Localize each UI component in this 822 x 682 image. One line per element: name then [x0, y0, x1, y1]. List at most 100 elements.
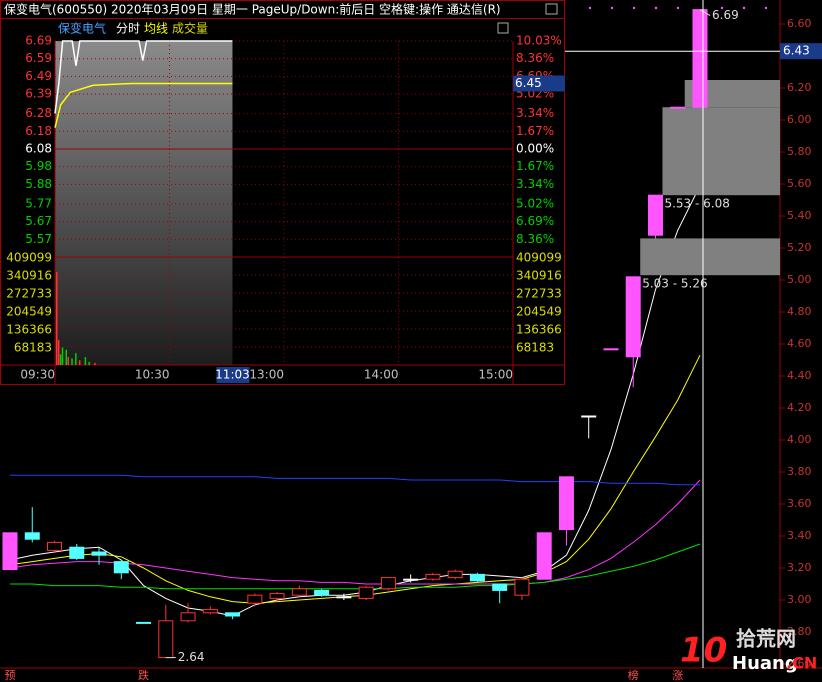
candle-marker: 预	[5, 669, 16, 682]
stock-name: 保变电气	[58, 21, 106, 36]
y-tick-label: 3.80	[787, 465, 812, 478]
y-tick-label: 2.60	[787, 657, 812, 670]
volume-tick-label: 409099	[516, 251, 562, 265]
watermark-site: Huang	[732, 653, 798, 674]
volume-tick-label: 340916	[516, 268, 562, 282]
x-tick-label: 09:30	[20, 368, 55, 382]
window-title: 保变电气(600550) 2020年03月09日 星期一 PageUp/Down…	[4, 2, 501, 17]
candle-body	[180, 612, 196, 622]
pct-label: 5.02%	[516, 196, 554, 210]
y-tick-label: 6.69	[25, 34, 52, 48]
x-tick-label: 13:00	[249, 368, 284, 382]
moving-average	[10, 543, 701, 590]
moving-average	[10, 474, 700, 486]
candle-body	[2, 532, 18, 571]
top-dots	[588, 6, 768, 10]
volume-bar	[75, 353, 77, 365]
candle-body	[514, 578, 530, 596]
y-tick-label: 6.60	[787, 17, 812, 30]
candle-body	[113, 561, 129, 574]
y-tick-label: 5.80	[787, 145, 812, 158]
candle-body	[202, 609, 218, 614]
volume-tick-label: 204549	[516, 305, 562, 319]
gap-box	[640, 238, 780, 276]
pct-label: 8.36%	[516, 232, 554, 246]
pct-label: 6.69%	[516, 214, 554, 228]
candle-body	[403, 578, 419, 581]
volume-bar	[71, 358, 73, 365]
leader	[699, 9, 711, 17]
pct-label: 8.36%	[516, 51, 554, 65]
intraday-window: 保变电气(600550) 2020年03月09日 星期一 PageUp/Down…	[0, 0, 565, 385]
volume-tick-label: 272733	[516, 286, 562, 300]
y-tick-label: 5.60	[787, 177, 812, 190]
cursor-price-label: 6.43	[783, 44, 810, 58]
cursor-price-label: 6.45	[515, 76, 542, 90]
candle-body	[291, 588, 307, 596]
low-label: 2.64	[178, 650, 205, 664]
legend-entry: 均线	[144, 22, 168, 36]
x-tick-label: 10:30	[135, 368, 170, 382]
gap-label: 5.53 - 6.08	[664, 197, 729, 211]
volume-bar	[56, 272, 58, 365]
pct-label: 1.67%	[516, 124, 554, 138]
close-button[interactable]	[545, 3, 558, 15]
gap-box	[662, 107, 780, 196]
candle-body	[536, 532, 552, 580]
y-tick-label: 5.67	[25, 214, 52, 228]
volume-tick-label: 68183	[516, 341, 554, 355]
pct-label: 3.34%	[516, 177, 554, 191]
moving-average	[9, 354, 701, 604]
pct-label: 10.03%	[516, 34, 562, 48]
volume-tick-label: 136366	[516, 323, 562, 337]
y-tick-label: 4.20	[787, 401, 812, 414]
y-tick-label: 5.00	[787, 273, 812, 286]
candle-body	[336, 596, 352, 599]
cursor-price-box	[780, 43, 822, 60]
candle-body	[225, 612, 241, 617]
volume-tick-label: 204549	[6, 305, 52, 319]
watermark: 10 拾荒网 Huang .CN	[680, 627, 817, 675]
cursor-time-box	[216, 367, 250, 383]
y-tick-label: 6.28	[25, 106, 52, 120]
pct-label: 3.34%	[516, 106, 554, 120]
legend-entry: 成交量	[172, 21, 208, 36]
volume-tick-label: 136366	[6, 323, 52, 337]
watermark-name: 拾荒网	[736, 627, 796, 651]
pct-label: 1.67%	[516, 159, 554, 173]
volume-tick-label: 409099	[6, 251, 52, 265]
volume-bar	[65, 349, 68, 365]
candle-marker: 涨	[672, 669, 683, 682]
high-label: 6.69	[712, 8, 739, 22]
y-tick-label: 3.60	[787, 497, 812, 510]
candle-body	[24, 532, 40, 540]
pct-label: 0.00%	[516, 142, 554, 156]
y-tick-label: 6.49	[25, 69, 52, 83]
volume-bar	[67, 357, 69, 365]
price-line	[54, 40, 233, 114]
y-tick-label: 6.18	[25, 124, 52, 138]
x-tick-label: 15:00	[478, 368, 513, 382]
candle-marker: 榜	[628, 668, 639, 682]
candle-body	[69, 546, 85, 559]
volume-bar	[94, 362, 96, 365]
y-tick-label: 5.77	[25, 196, 52, 210]
candle-body	[603, 348, 619, 351]
candle-body	[380, 577, 396, 590]
candle-body	[358, 586, 374, 599]
y-tick-label: 4.00	[787, 433, 812, 446]
gap-label: 5.03 - 5.26	[642, 277, 707, 291]
candle-body	[492, 583, 508, 591]
candle-body	[269, 593, 285, 599]
candle-body	[625, 276, 641, 358]
volume-bar	[78, 360, 81, 365]
volume-bar	[61, 347, 64, 365]
x-tick-label: 14:00	[364, 368, 399, 382]
y-tick-label: 4.80	[787, 305, 812, 318]
candle-body	[558, 476, 574, 531]
candle-marker: 跌	[138, 668, 149, 682]
y-tick-label: 6.39	[25, 87, 52, 101]
candle-body	[469, 573, 485, 582]
